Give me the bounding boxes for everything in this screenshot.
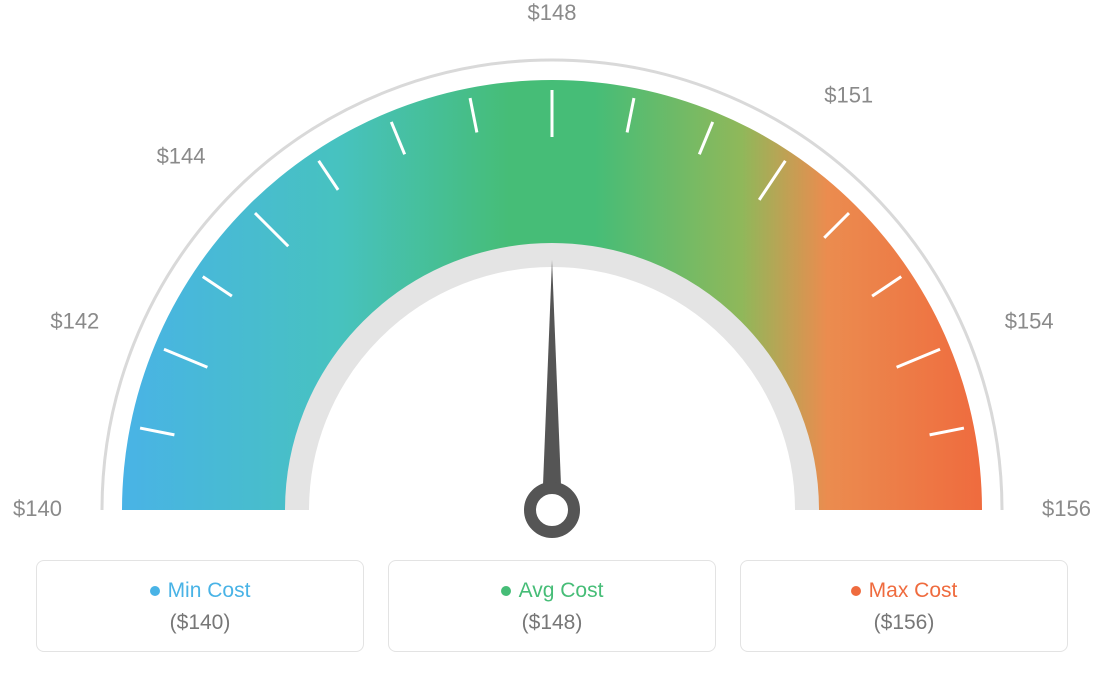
gauge-chart: $140 $142 $144 $148 $151 $154 $156 bbox=[0, 0, 1104, 560]
gauge-tick-label: $151 bbox=[824, 83, 873, 108]
legend-card-max: Max Cost ($156) bbox=[740, 560, 1068, 652]
legend-dot-icon bbox=[150, 586, 160, 596]
legend-row: Min Cost ($140) Avg Cost ($148) Max Cost ($15… bbox=[0, 560, 1104, 652]
gauge-container: $140 $142 $144 $148 $151 $154 $156 bbox=[0, 0, 1104, 560]
legend-label: Avg Cost bbox=[519, 579, 604, 603]
legend-value: ($156) bbox=[751, 611, 1057, 635]
gauge-tick-label: $140 bbox=[13, 496, 62, 521]
legend-value: ($140) bbox=[47, 611, 353, 635]
legend-title: Max Cost bbox=[851, 579, 958, 603]
gauge-tick-label: $156 bbox=[1042, 496, 1091, 521]
legend-title: Min Cost bbox=[150, 579, 251, 603]
legend-dot-icon bbox=[501, 586, 511, 596]
gauge-needle-hub bbox=[530, 488, 574, 532]
gauge-tick-label: $154 bbox=[1005, 308, 1054, 333]
gauge-needle bbox=[542, 260, 562, 510]
legend-value: ($148) bbox=[399, 611, 705, 635]
gauge-tick-label: $144 bbox=[157, 144, 206, 169]
gauge-tick-label: $148 bbox=[528, 0, 577, 25]
legend-dot-icon bbox=[851, 586, 861, 596]
gauge-tick-label: $142 bbox=[50, 308, 99, 333]
legend-label: Max Cost bbox=[869, 579, 958, 603]
legend-card-min: Min Cost ($140) bbox=[36, 560, 364, 652]
legend-title: Avg Cost bbox=[501, 579, 604, 603]
legend-label: Min Cost bbox=[168, 579, 251, 603]
legend-card-avg: Avg Cost ($148) bbox=[388, 560, 716, 652]
